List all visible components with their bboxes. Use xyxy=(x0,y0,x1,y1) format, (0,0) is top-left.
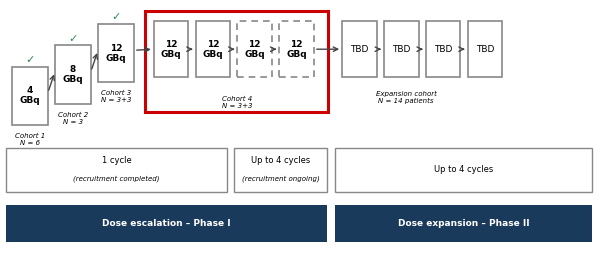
FancyBboxPatch shape xyxy=(12,66,48,125)
FancyBboxPatch shape xyxy=(234,148,327,192)
Text: 12
GBq: 12 GBq xyxy=(245,40,265,59)
Text: Cohort 3
N = 3+3: Cohort 3 N = 3+3 xyxy=(100,90,132,103)
Text: Up to 4 cycles: Up to 4 cycles xyxy=(434,165,493,174)
FancyBboxPatch shape xyxy=(237,21,272,77)
Text: Cohort 1
N = 6: Cohort 1 N = 6 xyxy=(15,133,45,146)
Text: Cohort 4
N = 3+3: Cohort 4 N = 3+3 xyxy=(221,96,252,109)
Text: TBD: TBD xyxy=(434,45,452,54)
Text: (recruitment completed): (recruitment completed) xyxy=(74,176,160,182)
Text: TBD: TBD xyxy=(350,45,368,54)
FancyBboxPatch shape xyxy=(342,21,377,77)
FancyBboxPatch shape xyxy=(384,21,419,77)
Text: TBD: TBD xyxy=(392,45,410,54)
Text: Cohort 2
N = 3: Cohort 2 N = 3 xyxy=(58,112,88,125)
FancyBboxPatch shape xyxy=(279,21,314,77)
FancyBboxPatch shape xyxy=(55,45,91,104)
FancyBboxPatch shape xyxy=(426,21,460,77)
Text: 12
GBq: 12 GBq xyxy=(286,40,307,59)
Text: 12
GBq: 12 GBq xyxy=(203,40,223,59)
FancyBboxPatch shape xyxy=(98,24,134,82)
Text: 8
GBq: 8 GBq xyxy=(63,65,83,84)
Text: Up to 4 cycles: Up to 4 cycles xyxy=(251,156,310,165)
Text: ✓: ✓ xyxy=(111,12,121,22)
Text: Expansion cohort
N = 14 patients: Expansion cohort N = 14 patients xyxy=(376,90,437,104)
Text: ✓: ✓ xyxy=(25,55,35,65)
FancyBboxPatch shape xyxy=(6,205,327,242)
Text: 1 cycle: 1 cycle xyxy=(102,156,132,165)
FancyBboxPatch shape xyxy=(335,205,592,242)
FancyBboxPatch shape xyxy=(335,148,592,192)
FancyBboxPatch shape xyxy=(468,21,502,77)
Text: Dose escalation – Phase I: Dose escalation – Phase I xyxy=(102,219,231,228)
Text: 12
GBq: 12 GBq xyxy=(161,40,181,59)
Text: Dose expansion – Phase II: Dose expansion – Phase II xyxy=(398,219,529,228)
FancyBboxPatch shape xyxy=(6,148,227,192)
FancyBboxPatch shape xyxy=(145,11,328,112)
Text: (recruitment ongoing): (recruitment ongoing) xyxy=(242,176,320,182)
Text: ✓: ✓ xyxy=(68,34,78,44)
FancyBboxPatch shape xyxy=(154,21,188,77)
Text: TBD: TBD xyxy=(476,45,494,54)
Text: 12
GBq: 12 GBq xyxy=(106,44,126,63)
Text: 4
GBq: 4 GBq xyxy=(20,86,40,105)
FancyBboxPatch shape xyxy=(196,21,230,77)
